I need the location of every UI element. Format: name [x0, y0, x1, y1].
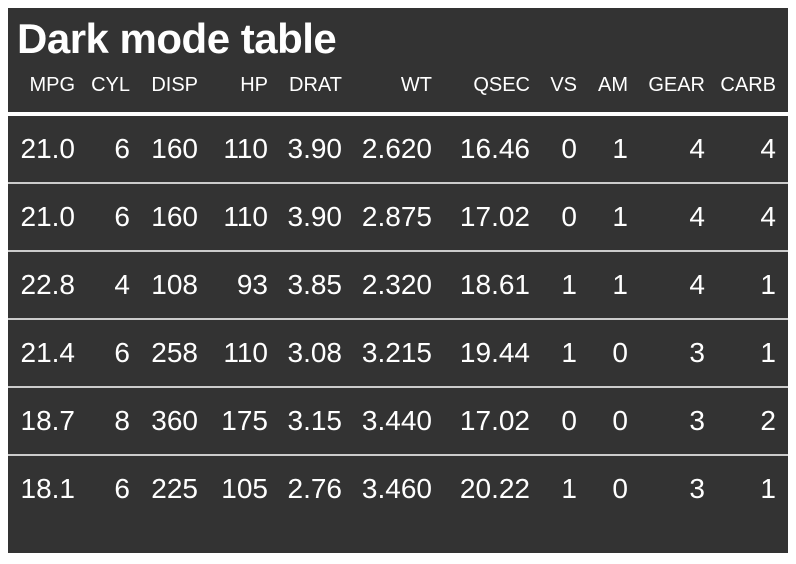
- table-cell: 1: [542, 249, 589, 319]
- table-cell: 6: [114, 132, 130, 164]
- table-cell: 17.02: [444, 181, 542, 251]
- column-header: MPG: [8, 65, 87, 116]
- table-cell: 16.46: [459, 132, 530, 164]
- table-cell: 17.02: [444, 385, 542, 455]
- column-header: CYL: [87, 65, 142, 116]
- table-cell: 1: [612, 132, 628, 164]
- table-cell: 2.620: [361, 132, 432, 164]
- table-cell: 258: [142, 317, 210, 387]
- table-cell: 360: [142, 385, 210, 455]
- table-cell: 20.22: [444, 453, 542, 522]
- data-table: MPG CYL DISP HP DRAT WT QSEC VS AM GEAR CARB 21.0 6…: [8, 65, 788, 522]
- table-cell: 160: [151, 132, 198, 164]
- table-cell: 6: [87, 181, 142, 251]
- column-header: WT: [354, 65, 444, 116]
- column-header: CARB: [717, 65, 788, 116]
- table-cell: 3: [640, 317, 717, 387]
- table-cell: 0: [542, 385, 589, 455]
- dark-mode-table-card: Dark mode table MPG CYL DISP HP DRAT WT QSEC VS…: [8, 8, 788, 553]
- table-cell: 18.61: [444, 249, 542, 319]
- table-cell: 22.8: [8, 249, 87, 319]
- table-cell: 0: [589, 317, 640, 387]
- table-row: 22.8 4 108 93 3.85 2.320 18.61 1 1 4 1: [8, 249, 788, 319]
- table-cell: 2.76: [280, 453, 354, 522]
- table-cell: 3.90: [287, 132, 343, 164]
- table-cell: 18.1: [8, 453, 87, 522]
- table-cell: 1: [589, 181, 640, 251]
- table-cell: 2.320: [354, 249, 444, 319]
- table-cell: 3: [640, 385, 717, 455]
- table-cell: 2.875: [354, 181, 444, 251]
- column-header: QSEC: [444, 65, 542, 116]
- table-row: 21.4 6 258 110 3.08 3.215 19.44 1 0 3 1: [8, 317, 788, 387]
- table-cell: 1: [542, 317, 589, 387]
- table-cell: 3.90: [280, 181, 354, 251]
- table-cell: 4: [760, 132, 776, 164]
- table-cell: 3.08: [280, 317, 354, 387]
- table-cell: 3.85: [280, 249, 354, 319]
- table-cell: 0: [542, 181, 589, 251]
- table-cell: 0: [589, 453, 640, 522]
- table-cell: 3.460: [354, 453, 444, 522]
- header-row: MPG CYL DISP HP DRAT WT QSEC VS AM GEAR CARB: [8, 65, 788, 116]
- table-cell: 110: [223, 132, 268, 164]
- table-body: 21.0 6 160 110 3.90 2.620 16.46 0 1 4 4 21.0 6 160 110…: [8, 114, 788, 522]
- table-cell: 1: [542, 453, 589, 522]
- table-cell: 21.0: [20, 132, 76, 164]
- table-cell: 1: [717, 249, 788, 319]
- table-cell: 110: [210, 317, 280, 387]
- table-cell: 6: [87, 317, 142, 387]
- table-cell: 0: [561, 132, 577, 164]
- column-header: GEAR: [640, 65, 717, 116]
- table-cell: 21.0: [8, 181, 87, 251]
- table-row: 21.0 6 160 110 3.90 2.620 16.46 0 1 4 4: [8, 114, 788, 183]
- table-cell: 19.44: [444, 317, 542, 387]
- table-cell: 0: [589, 385, 640, 455]
- table-cell: 2: [717, 385, 788, 455]
- column-header: VS: [542, 65, 589, 116]
- table-cell: 175: [210, 385, 280, 455]
- table-row: 18.7 8 360 175 3.15 3.440 17.02 0 0 3 2: [8, 385, 788, 455]
- table-cell: 4: [87, 249, 142, 319]
- table-cell: 225: [142, 453, 210, 522]
- table-header: MPG CYL DISP HP DRAT WT QSEC VS AM GEAR CARB: [8, 65, 788, 116]
- table-cell: 108: [142, 249, 210, 319]
- table-cell: 4: [640, 181, 717, 251]
- table-cell: 1: [589, 249, 640, 319]
- table-cell: 110: [210, 181, 280, 251]
- table-cell: 4: [689, 132, 705, 164]
- table-row: 21.0 6 160 110 3.90 2.875 17.02 0 1 4 4: [8, 181, 788, 251]
- table-cell: 18.7: [8, 385, 87, 455]
- table-cell: 3: [640, 453, 717, 522]
- table-cell: 4: [640, 249, 717, 319]
- table-cell: 8: [87, 385, 142, 455]
- table-cell: 6: [87, 453, 142, 522]
- table-cell: 160: [142, 181, 210, 251]
- table-cell: 21.4: [8, 317, 87, 387]
- table-cell: 105: [210, 453, 280, 522]
- table-cell: 1: [717, 317, 788, 387]
- table-cell: 3.215: [354, 317, 444, 387]
- table-cell: 3.440: [354, 385, 444, 455]
- table-row: 18.1 6 225 105 2.76 3.460 20.22 1 0 3 1: [8, 453, 788, 522]
- column-header: AM: [589, 65, 640, 116]
- table-title: Dark mode table: [17, 15, 337, 62]
- column-header: DRAT: [280, 65, 354, 116]
- table-cell: 4: [717, 181, 788, 251]
- column-header: DISP: [142, 65, 210, 116]
- column-header: HP: [210, 65, 280, 116]
- table-cell: 1: [717, 453, 788, 522]
- table-cell: 3.15: [280, 385, 354, 455]
- table-cell: 93: [210, 249, 280, 319]
